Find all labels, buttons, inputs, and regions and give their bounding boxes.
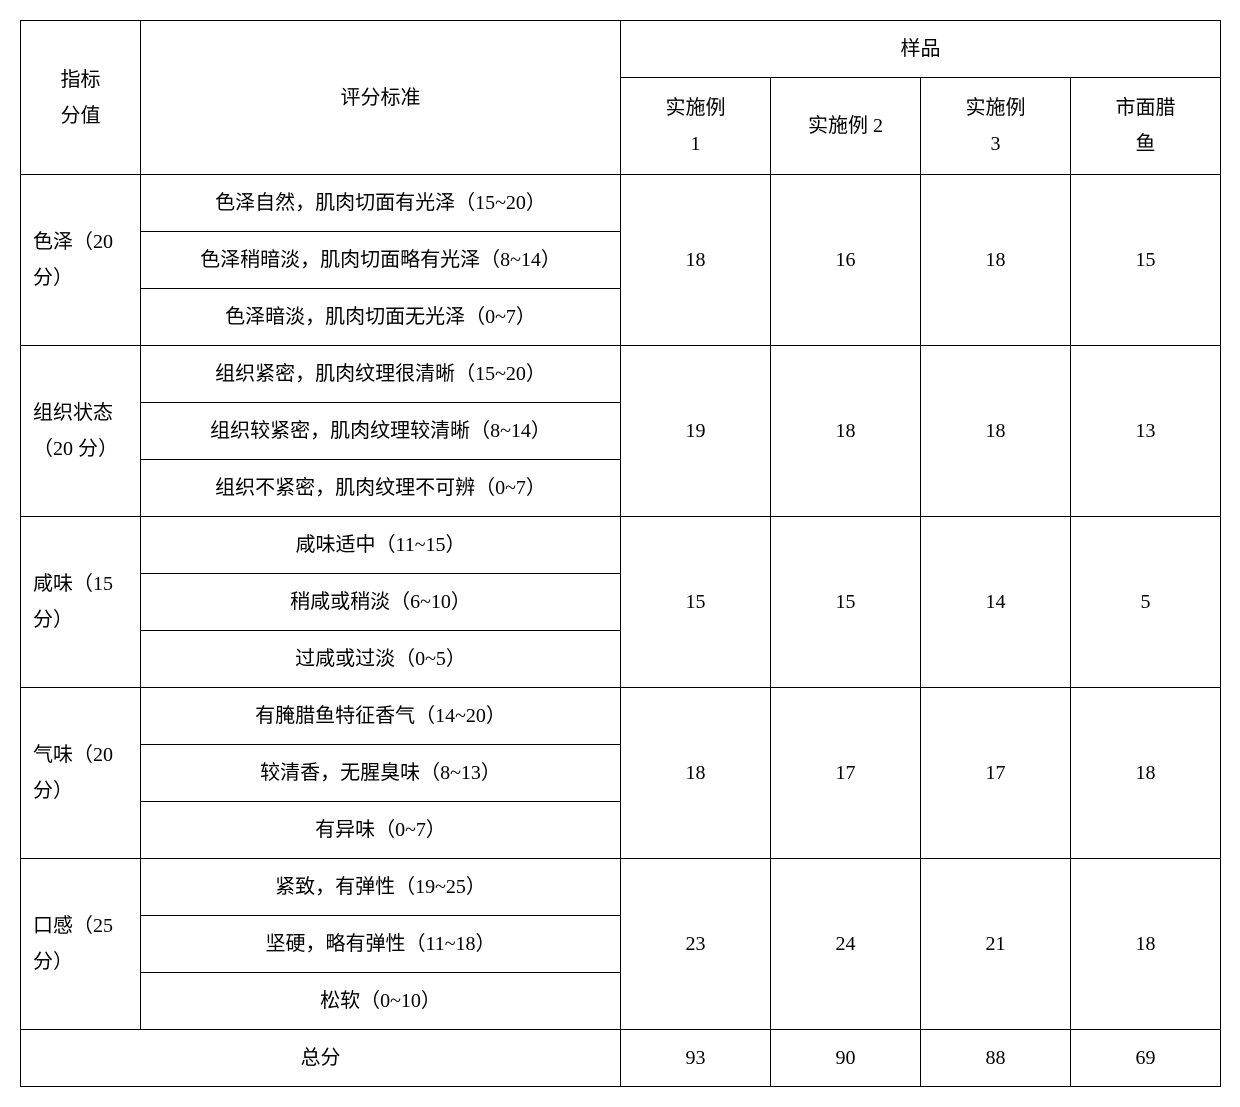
score-cell: 13 [1071,346,1221,517]
criteria-cell: 紧致，有弹性（19~25） [141,859,621,916]
header-row-1: 指标分值 评分标准 样品 [21,21,1221,78]
table-row: 咸味（15分） 咸味适中（11~15） 15 15 14 5 [21,517,1221,574]
criteria-cell: 稍咸或稍淡（6~10） [141,574,621,631]
indicator-cell: 咸味（15分） [21,517,141,688]
score-cell: 23 [621,859,771,1030]
criteria-cell: 组织紧密，肌肉纹理很清晰（15~20） [141,346,621,403]
scoring-table-container: 指标分值 评分标准 样品 实施例1 实施例 2 实施例3 市面腊鱼 色泽（20分… [20,20,1220,1087]
score-cell: 15 [1071,175,1221,346]
table-row: 口感（25分） 紧致，有弹性（19~25） 23 24 21 18 [21,859,1221,916]
table-row: 组织状态（20 分） 组织紧密，肌肉纹理很清晰（15~20） 19 18 18 … [21,346,1221,403]
total-score-cell: 69 [1071,1030,1221,1087]
criteria-cell: 较清香，无腥臭味（8~13） [141,745,621,802]
table-row: 色泽（20分） 色泽自然，肌肉切面有光泽（15~20） 18 16 18 15 [21,175,1221,232]
indicator-cell: 色泽（20分） [21,175,141,346]
indicator-cell: 组织状态（20 分） [21,346,141,517]
score-cell: 18 [621,175,771,346]
header-samples-group: 样品 [621,21,1221,78]
score-cell: 24 [771,859,921,1030]
indicator-cell: 口感（25分） [21,859,141,1030]
criteria-cell: 组织不紧密，肌肉纹理不可辨（0~7） [141,460,621,517]
score-cell: 18 [921,346,1071,517]
score-cell: 18 [621,688,771,859]
header-sample-2: 实施例 2 [771,78,921,175]
score-cell: 17 [771,688,921,859]
score-cell: 15 [771,517,921,688]
criteria-cell: 色泽自然，肌肉切面有光泽（15~20） [141,175,621,232]
table-row: 气味（20分） 有腌腊鱼特征香气（14~20） 18 17 17 18 [21,688,1221,745]
score-cell: 16 [771,175,921,346]
header-indicator: 指标分值 [21,21,141,175]
score-cell: 18 [921,175,1071,346]
header-sample-1: 实施例1 [621,78,771,175]
header-sample-3: 实施例3 [921,78,1071,175]
criteria-cell: 松软（0~10） [141,973,621,1030]
criteria-cell: 色泽暗淡，肌肉切面无光泽（0~7） [141,289,621,346]
total-score-cell: 90 [771,1030,921,1087]
score-cell: 18 [1071,859,1221,1030]
criteria-cell: 过咸或过淡（0~5） [141,631,621,688]
header-sample-4: 市面腊鱼 [1071,78,1221,175]
total-score-cell: 93 [621,1030,771,1087]
score-cell: 14 [921,517,1071,688]
criteria-cell: 有异味（0~7） [141,802,621,859]
score-cell: 21 [921,859,1071,1030]
total-score-cell: 88 [921,1030,1071,1087]
criteria-cell: 组织较紧密，肌肉纹理较清晰（8~14） [141,403,621,460]
criteria-cell: 色泽稍暗淡，肌肉切面略有光泽（8~14） [141,232,621,289]
criteria-cell: 有腌腊鱼特征香气（14~20） [141,688,621,745]
score-cell: 5 [1071,517,1221,688]
total-row: 总分 93 90 88 69 [21,1030,1221,1087]
score-cell: 18 [1071,688,1221,859]
score-cell: 19 [621,346,771,517]
table-body: 色泽（20分） 色泽自然，肌肉切面有光泽（15~20） 18 16 18 15 … [21,175,1221,1087]
header-criteria: 评分标准 [141,21,621,175]
score-cell: 15 [621,517,771,688]
score-cell: 18 [771,346,921,517]
score-cell: 17 [921,688,1071,859]
criteria-cell: 咸味适中（11~15） [141,517,621,574]
criteria-cell: 坚硬，略有弹性（11~18） [141,916,621,973]
indicator-cell: 气味（20分） [21,688,141,859]
scoring-table: 指标分值 评分标准 样品 实施例1 实施例 2 实施例3 市面腊鱼 色泽（20分… [20,20,1221,1087]
total-label: 总分 [21,1030,621,1087]
